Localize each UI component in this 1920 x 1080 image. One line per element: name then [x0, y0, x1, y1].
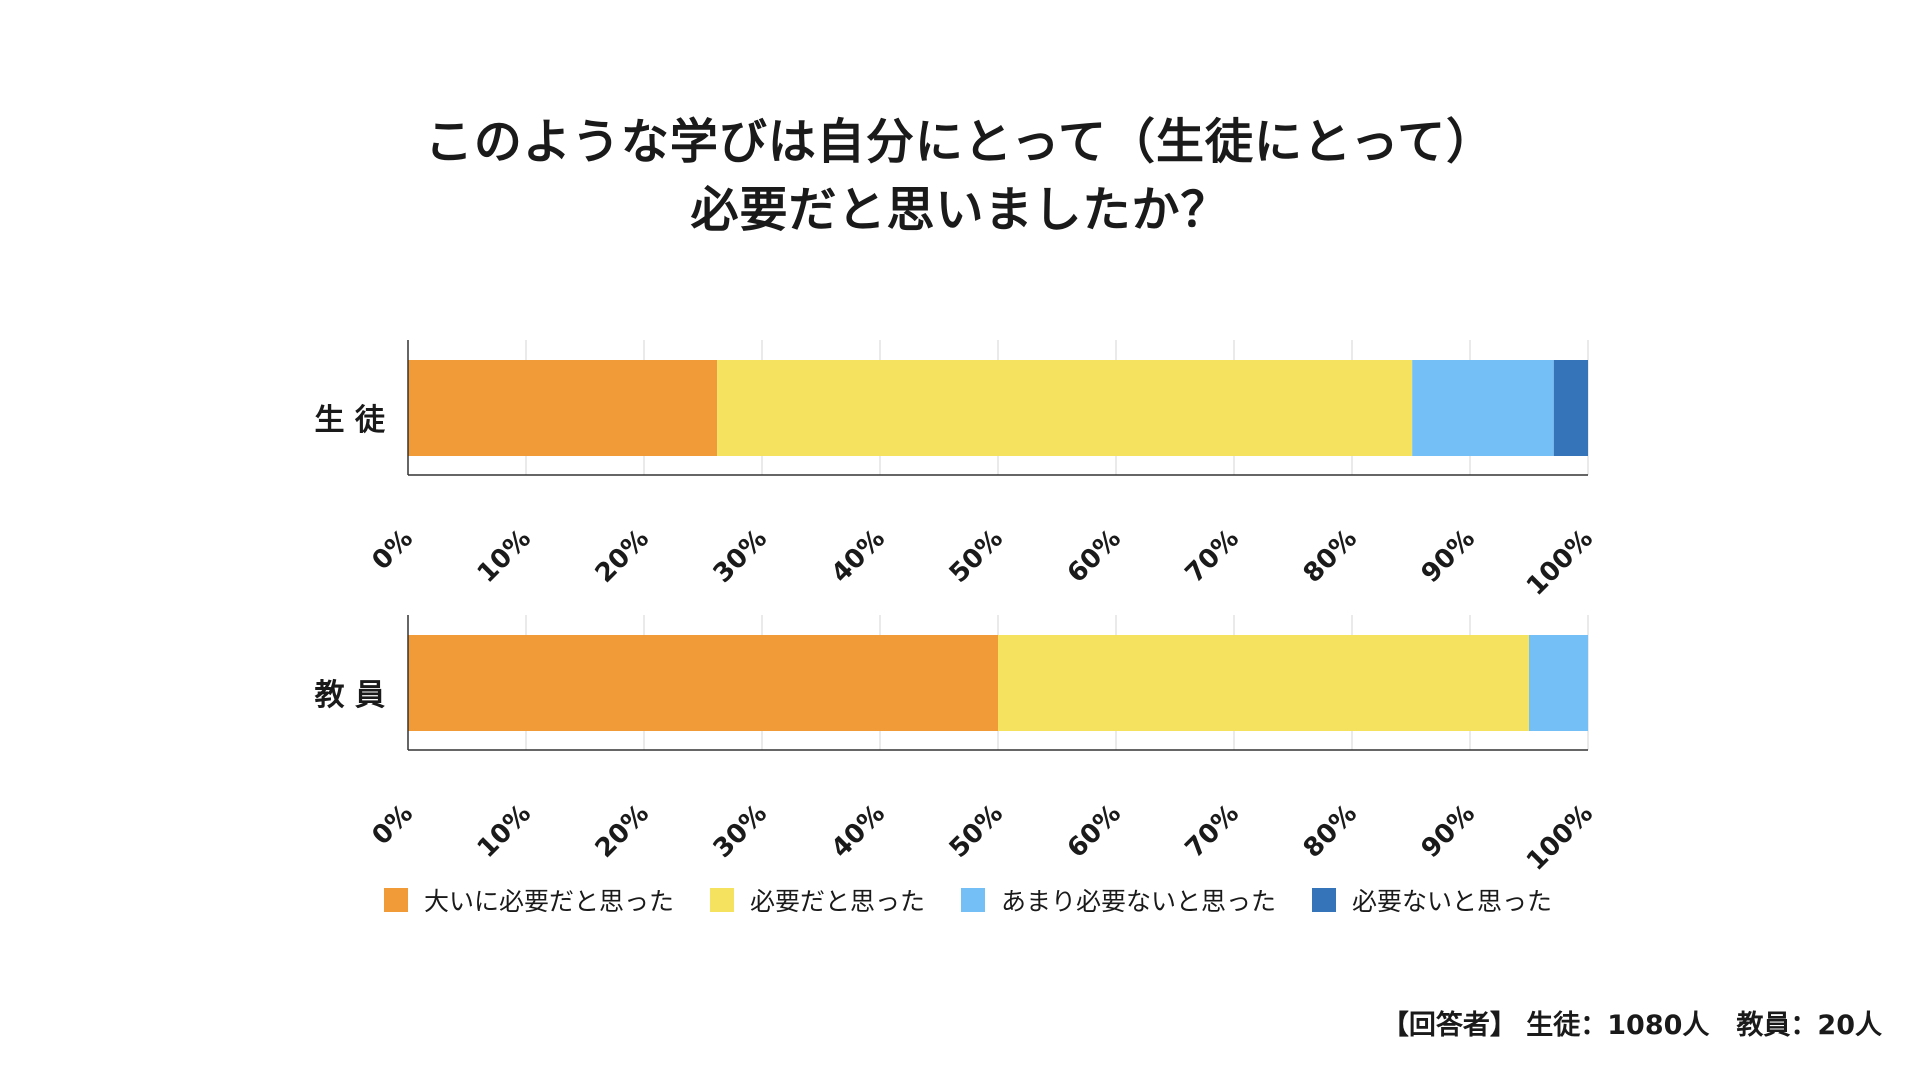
chart-title: このような学びは自分にとって（生徒にとって） 必要だと思いましたか？ — [0, 108, 1920, 244]
bar-segment — [1553, 360, 1588, 456]
title-line-1: このような学びは自分にとって（生徒にとって） — [424, 114, 1496, 170]
tick-label: 40% — [826, 524, 891, 589]
tick-label: 40% — [826, 799, 891, 864]
bar-segment — [408, 635, 998, 731]
legend-swatch — [384, 888, 408, 912]
tick-label: 60% — [1062, 524, 1127, 589]
legend-swatch — [710, 888, 735, 912]
legend-label: 必要だと思った — [750, 887, 926, 916]
legend-swatch — [1312, 888, 1337, 912]
tick-label: 90% — [1416, 799, 1481, 864]
tick-label: 0% — [367, 799, 419, 851]
bar-segment — [408, 360, 718, 456]
legend-item: 大いに必要だと思った — [384, 882, 674, 918]
legend-label: 必要ないと思った — [1352, 887, 1553, 916]
tick-label: 30% — [708, 524, 773, 589]
tick-label: 50% — [944, 799, 1009, 864]
tick-label: 10% — [472, 799, 537, 864]
bar-segment — [1412, 360, 1554, 456]
tick-label: 20% — [590, 799, 655, 864]
tick-label: 80% — [1298, 524, 1363, 589]
tick-label: 80% — [1298, 799, 1363, 864]
legend-label: 大いに必要だと思った — [424, 887, 675, 916]
bar-segment — [1529, 635, 1588, 731]
legend-item: あまり必要ないと思った — [961, 882, 1276, 918]
tick-label: 100% — [1521, 524, 1599, 602]
respondents-footnote: 【回答者】 生徒：1080人 教員：20人 — [1381, 1010, 1882, 1041]
tick-label: 100% — [1521, 799, 1599, 877]
category-label: 教 員 — [315, 678, 385, 713]
legend-swatch — [961, 888, 986, 912]
bar-segment — [998, 635, 1529, 731]
tick-label: 90% — [1416, 524, 1481, 589]
tick-label: 60% — [1062, 799, 1127, 864]
legend-item: 必要ないと思った — [1312, 882, 1552, 918]
tick-label: 50% — [944, 524, 1009, 589]
tick-label: 20% — [590, 524, 655, 589]
title-line-2: 必要だと思いましたか？ — [690, 182, 1230, 238]
tick-label: 10% — [472, 524, 537, 589]
tick-label: 70% — [1180, 524, 1245, 589]
tick-label: 30% — [708, 799, 773, 864]
tick-label: 70% — [1180, 799, 1245, 864]
legend-label: あまり必要ないと思った — [1001, 887, 1277, 916]
category-label: 生 徒 — [315, 403, 386, 438]
chart-legend: 大いに必要だと思った 必要だと思った あまり必要ないと思った 必要ないと思った — [384, 882, 1588, 918]
legend-item: 必要だと思った — [710, 882, 925, 918]
tick-label: 0% — [367, 524, 419, 576]
bar-segment — [717, 360, 1413, 456]
